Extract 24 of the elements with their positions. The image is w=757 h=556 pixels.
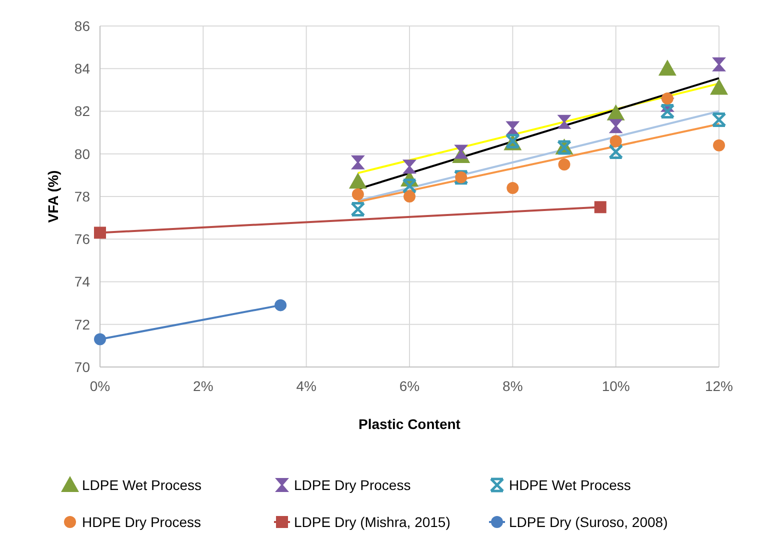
x-tick-label: 0% (90, 378, 110, 394)
y-tick-label: 80 (74, 146, 90, 162)
y-tick-label: 74 (74, 274, 90, 290)
y-tick-label: 78 (74, 188, 90, 204)
legend-label: LDPE Wet Process (82, 476, 202, 493)
legend-label: LDPE Dry (Suroso, 2008) (509, 514, 668, 530)
x-tick-label: 12% (704, 378, 734, 394)
y-tick-label: 86 (74, 18, 90, 34)
y-tick-label: 82 (74, 103, 90, 120)
legend-label: LDPE Dry Process (294, 476, 411, 493)
y-tick-label: 72 (74, 316, 90, 332)
x-tick-label: 6% (399, 378, 420, 394)
y-tick-label: 70 (74, 358, 90, 375)
legend-label: HDPE Dry Process (82, 514, 202, 530)
legend-label: HDPE Wet Process (509, 476, 631, 493)
x-axis-title: Plastic Content (358, 416, 461, 432)
y-axis-title: VFA (%) (45, 170, 61, 223)
x-tick-label: 8% (502, 378, 523, 394)
y-tick-label: 76 (74, 231, 90, 248)
legend-label: LDPE Dry (Mishra, 2015) (294, 514, 450, 530)
x-tick-label: 10% (602, 378, 630, 394)
y-tick-label: 84 (74, 60, 90, 77)
x-tick-label: 2% (193, 378, 214, 394)
x-tick-label: 4% (296, 378, 316, 394)
